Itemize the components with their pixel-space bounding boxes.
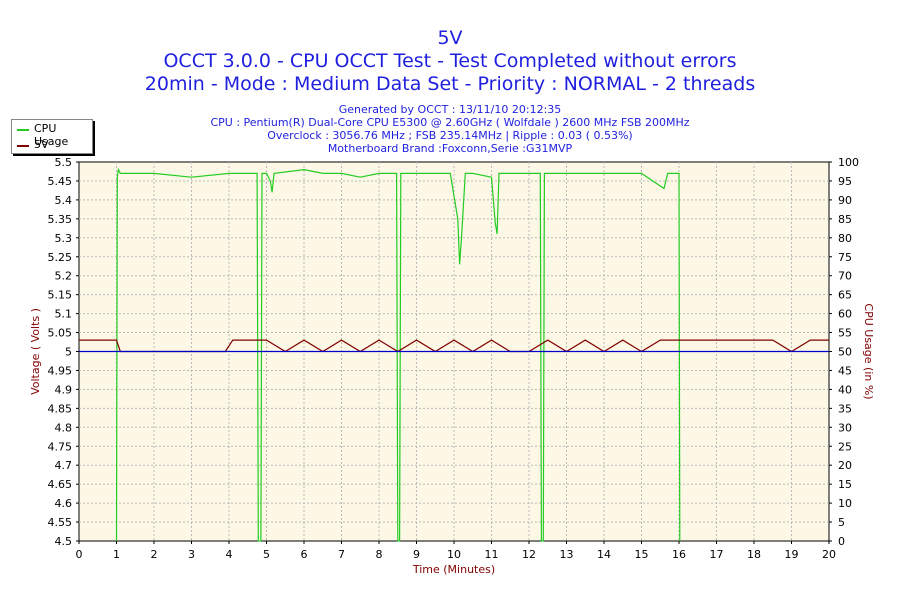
x-tick-label: 10 <box>447 548 461 561</box>
x-tick-label: 17 <box>710 548 724 561</box>
chart-subtitle-line1: OCCT 3.0.0 - CPU OCCT Test - Test Comple… <box>163 50 737 72</box>
y-tick-label: 5.25 <box>48 251 73 264</box>
y-tick-label: 5 <box>65 346 72 359</box>
y2-tick-label: 75 <box>838 251 852 264</box>
y-tick-label: 5.45 <box>48 175 73 188</box>
y-tick-label: 4.5 <box>55 535 73 548</box>
y2-tick-label: 20 <box>838 459 852 472</box>
legend-swatch-5v <box>17 145 29 147</box>
info-cpu: CPU : Pentium(R) Dual-Core CPU E5300 @ 2… <box>210 116 690 129</box>
chart-legend: CPU Usage 5V <box>11 119 93 154</box>
y-tick-label: 4.8 <box>55 421 73 434</box>
y-tick-label: 5.2 <box>55 270 73 283</box>
chart-subtitle-line2: 20min - Mode : Medium Data Set - Priorit… <box>144 73 756 95</box>
y2-tick-label: 90 <box>838 194 852 207</box>
y-tick-label: 5.1 <box>55 308 73 321</box>
y2-tick-label: 100 <box>838 156 859 169</box>
x-tick-label: 7 <box>338 548 345 561</box>
x-tick-label: 8 <box>376 548 383 561</box>
x-tick-label: 1 <box>113 548 120 561</box>
y2-tick-label: 95 <box>838 175 852 188</box>
series-line-5v <box>79 339 829 353</box>
info-generated: Generated by OCCT : 13/11/10 20:12:35 <box>338 103 562 116</box>
x-tick-label: 2 <box>151 548 158 561</box>
y2-tick-label: 60 <box>838 308 852 321</box>
series-line-cpu-usage <box>115 167 681 542</box>
x-tick-label: 19 <box>785 548 799 561</box>
legend-label-5v: 5V <box>34 138 49 151</box>
x-tick-label: 20 <box>822 548 836 561</box>
info-overclock: Overclock : 3056.76 MHz ; FSB 235.14MHz … <box>267 129 633 142</box>
y2-tick-label: 5 <box>838 516 845 529</box>
x-tick-label: 16 <box>672 548 686 561</box>
x-tick-label: 4 <box>226 548 233 561</box>
x-tick-label: 9 <box>413 548 420 561</box>
y-tick-label: 5.05 <box>48 327 73 340</box>
x-tick-label: 13 <box>560 548 574 561</box>
y2-tick-label: 0 <box>838 535 845 548</box>
x-tick-label: 6 <box>301 548 308 561</box>
y-tick-label: 5.5 <box>55 156 73 169</box>
y-axis-label: Voltage ( Volts ) <box>29 308 42 395</box>
y-tick-label: 4.55 <box>48 516 73 529</box>
y2-tick-label: 85 <box>838 213 852 226</box>
y2-tick-label: 25 <box>838 440 852 453</box>
y-tick-label: 5.3 <box>55 232 73 245</box>
legend-item-5v: 5V <box>12 138 92 152</box>
y2-tick-label: 35 <box>838 402 852 415</box>
y-tick-label: 4.85 <box>48 402 73 415</box>
y2-tick-label: 10 <box>838 497 852 510</box>
info-motherboard: Motherboard Brand :Foxconn,Serie :G31MVP <box>327 142 573 155</box>
x-tick-label: 15 <box>635 548 649 561</box>
x-axis-label: Time (Minutes) <box>412 563 495 576</box>
legend-swatch-cpu-usage <box>17 129 29 131</box>
y-tick-label: 5.4 <box>55 194 73 207</box>
y-tick-label: 4.95 <box>48 364 73 377</box>
y2-tick-label: 30 <box>838 421 852 434</box>
chart-title: 5V <box>437 27 463 49</box>
legend-item-cpu-usage: CPU Usage <box>12 122 92 148</box>
y-tick-label: 4.7 <box>55 459 73 472</box>
y-tick-label: 4.6 <box>55 497 73 510</box>
x-tick-label: 14 <box>597 548 611 561</box>
x-tick-label: 3 <box>188 548 195 561</box>
y-tick-label: 4.9 <box>55 383 73 396</box>
y-tick-label: 4.75 <box>48 440 73 453</box>
y-tick-label: 5.15 <box>48 289 73 302</box>
y2-tick-label: 15 <box>838 478 852 491</box>
legend-label-cpu-usage: CPU Usage <box>34 122 69 148</box>
y2-tick-label: 55 <box>838 327 852 340</box>
y2-tick-label: 45 <box>838 364 852 377</box>
y-tick-label: 4.65 <box>48 478 73 491</box>
y2-tick-label: 70 <box>838 270 852 283</box>
y-tick-label: 5.35 <box>48 213 73 226</box>
y2-tick-label: 40 <box>838 383 852 396</box>
x-tick-label: 0 <box>76 548 83 561</box>
x-tick-label: 5 <box>263 548 270 561</box>
x-tick-label: 12 <box>522 548 536 561</box>
x-tick-label: 18 <box>747 548 761 561</box>
y2-axis-label: CPU Usage (in %) <box>862 303 875 399</box>
x-tick-label: 11 <box>485 548 499 561</box>
y2-tick-label: 80 <box>838 232 852 245</box>
y2-tick-label: 65 <box>838 289 852 302</box>
y2-tick-label: 50 <box>838 346 852 359</box>
